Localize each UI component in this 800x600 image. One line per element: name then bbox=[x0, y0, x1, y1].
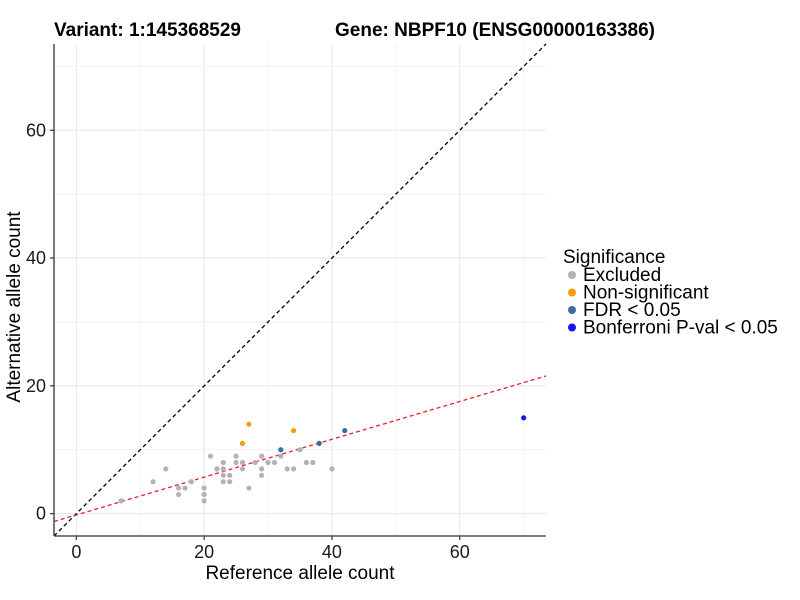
legend-title: Significance bbox=[563, 247, 665, 268]
legend-label-excluded: Excluded bbox=[583, 265, 661, 286]
variant-title: Variant: 1:145368529 bbox=[54, 20, 241, 41]
y-axis-label: Alternative allele count bbox=[4, 211, 25, 403]
data-point-excluded bbox=[182, 485, 188, 491]
legend-label-nonsig: Non-significant bbox=[583, 283, 709, 304]
data-point-excluded bbox=[220, 472, 226, 478]
data-point-nonsig bbox=[291, 427, 297, 434]
data-point-fdr bbox=[316, 440, 322, 446]
data-point-excluded bbox=[329, 466, 335, 472]
data-point-excluded bbox=[303, 459, 309, 466]
data-point-excluded bbox=[227, 479, 233, 485]
data-point-excluded bbox=[175, 485, 182, 491]
data-point-excluded bbox=[163, 466, 169, 472]
data-points bbox=[118, 415, 527, 504]
gene-title: Gene: NBPF10 (ENSG00000163386) bbox=[335, 20, 655, 41]
data-point-nonsig bbox=[246, 421, 252, 427]
data-point-excluded bbox=[118, 498, 124, 504]
legend-key-bonf bbox=[568, 323, 576, 332]
data-point-excluded bbox=[150, 479, 156, 485]
x-tick-label: 40 bbox=[322, 542, 342, 562]
data-point-excluded bbox=[246, 485, 252, 491]
data-point-excluded bbox=[259, 466, 265, 472]
data-point-excluded bbox=[252, 459, 258, 466]
reference-lines bbox=[53, 43, 547, 537]
data-point-excluded bbox=[233, 459, 239, 466]
x-tick-label: 60 bbox=[450, 542, 470, 562]
data-point-excluded bbox=[291, 466, 297, 472]
data-point-excluded bbox=[278, 453, 284, 459]
x-tick-label: 20 bbox=[194, 542, 214, 562]
data-point-excluded bbox=[207, 453, 214, 459]
legend-label-fdr: FDR < 0.05 bbox=[583, 300, 681, 321]
data-point-excluded bbox=[259, 472, 265, 478]
axes: 0 20 40 60 0 20 40 60 bbox=[26, 44, 546, 562]
data-point-fdr bbox=[278, 447, 284, 453]
data-point-excluded bbox=[310, 459, 316, 466]
x-tick-label: 0 bbox=[71, 542, 81, 562]
data-point-excluded bbox=[259, 453, 265, 459]
data-point-fdr bbox=[342, 427, 348, 434]
data-point-excluded bbox=[284, 466, 290, 472]
data-point-excluded bbox=[233, 453, 239, 459]
data-point-excluded bbox=[239, 459, 246, 466]
x-axis-label: Reference allele count bbox=[205, 563, 395, 584]
legend-key-fdr bbox=[568, 306, 576, 314]
y-tick-label: 0 bbox=[36, 504, 46, 524]
y-tick-label: 40 bbox=[26, 248, 46, 268]
y-tick-label: 60 bbox=[26, 120, 46, 140]
data-point-excluded bbox=[271, 459, 278, 466]
fit-line bbox=[53, 375, 547, 523]
data-point-excluded bbox=[220, 459, 226, 466]
data-point-excluded bbox=[239, 466, 246, 472]
legend-key-excluded bbox=[568, 271, 576, 279]
data-point-bonf bbox=[521, 415, 527, 421]
data-point-excluded bbox=[214, 466, 220, 472]
y-tick-label: 20 bbox=[26, 376, 46, 396]
data-point-excluded bbox=[220, 466, 226, 472]
legend-label-bonf: Bonferroni P-val < 0.05 bbox=[583, 318, 778, 339]
data-point-excluded bbox=[175, 491, 182, 498]
legend: Significance ExcludedNon-significantFDR … bbox=[563, 247, 778, 339]
data-point-excluded bbox=[265, 459, 271, 466]
data-point-excluded bbox=[227, 472, 233, 478]
data-point-nonsig bbox=[239, 440, 246, 446]
data-point-excluded bbox=[201, 485, 207, 491]
data-point-excluded bbox=[201, 498, 207, 504]
legend-key-nonsig bbox=[568, 288, 576, 297]
identity-line bbox=[53, 43, 547, 537]
data-point-excluded bbox=[220, 479, 226, 485]
grid-lines bbox=[54, 44, 546, 536]
data-point-excluded bbox=[201, 491, 207, 498]
data-point-excluded bbox=[188, 479, 194, 485]
data-point-excluded bbox=[297, 447, 303, 453]
